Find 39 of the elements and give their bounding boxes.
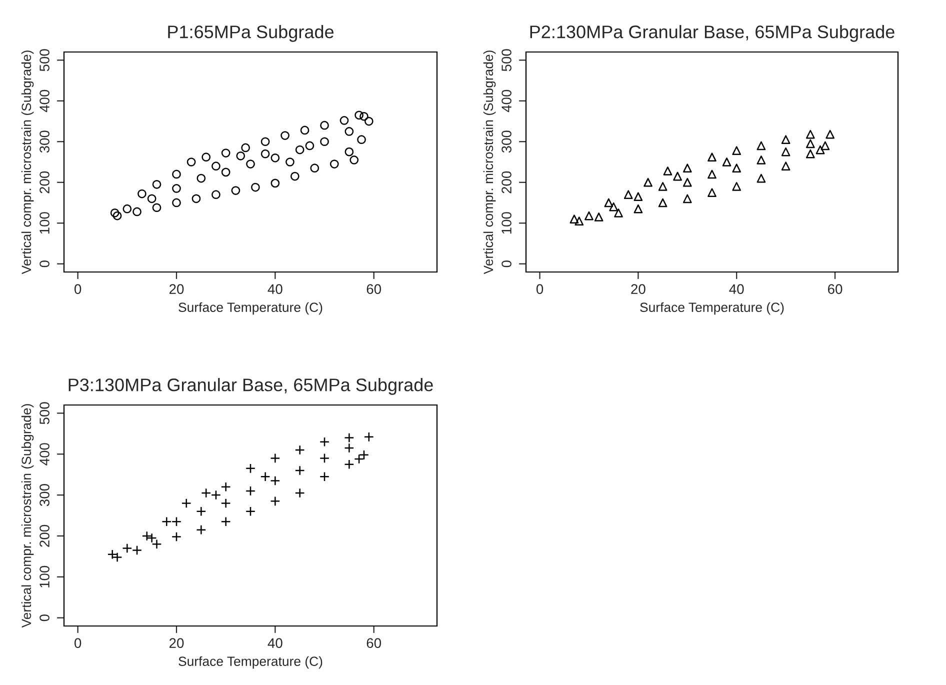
y-tick-label: 300 bbox=[502, 130, 512, 153]
x-tick-label: 60 bbox=[366, 284, 382, 294]
x-tick-label: 40 bbox=[729, 284, 744, 294]
x-tick-label: 60 bbox=[366, 638, 382, 648]
y-tick-label: 0 bbox=[40, 614, 50, 622]
y-axis-title: Vertical compr. microstrain (Subgrade) bbox=[483, 50, 496, 274]
x-tick-label: 20 bbox=[169, 638, 184, 648]
x-tick-label: 0 bbox=[74, 638, 82, 648]
y-tick-label: 400 bbox=[40, 90, 50, 112]
x-axis-title: Surface Temperature (C) bbox=[640, 302, 784, 315]
y-tick-label: 500 bbox=[40, 49, 50, 72]
y-tick-label: 200 bbox=[502, 171, 512, 194]
chart-title: P2:130MPa Granular Base, 65MPa Subgrade bbox=[530, 25, 894, 42]
chart-title: P3:130MPa Granular Base, 65MPa Subgrade bbox=[68, 378, 433, 395]
x-tick-label: 60 bbox=[828, 284, 842, 294]
x-tick-label: 40 bbox=[268, 638, 282, 648]
y-tick-label: 100 bbox=[40, 566, 50, 588]
y-tick-label: 400 bbox=[40, 443, 50, 466]
y-axis-title: Vertical compr. microstrain (Subgrade) bbox=[21, 50, 34, 274]
x-axis-title: Surface Temperature (C) bbox=[178, 302, 322, 315]
y-tick-label: 0 bbox=[40, 260, 50, 268]
y-tick-label: 100 bbox=[502, 212, 512, 234]
y-tick-label: 300 bbox=[40, 484, 50, 506]
x-tick-label: 0 bbox=[74, 284, 82, 294]
y-tick-label: 200 bbox=[40, 171, 50, 194]
y-tick-label: 100 bbox=[40, 212, 50, 234]
x-tick-label: 20 bbox=[631, 284, 646, 294]
y-axis-title: Vertical compr. microstrain (Subgrade) bbox=[21, 404, 34, 628]
x-tick-label: 0 bbox=[536, 284, 544, 294]
y-tick-label: 500 bbox=[502, 49, 512, 72]
x-tick-label: 40 bbox=[268, 284, 282, 294]
y-tick-label: 400 bbox=[502, 90, 512, 112]
x-tick-label: 20 bbox=[169, 284, 184, 294]
chart-title: P1:65MPa Subgrade bbox=[168, 25, 334, 42]
y-tick-label: 300 bbox=[40, 130, 50, 153]
y-tick-label: 200 bbox=[40, 524, 50, 547]
y-tick-label: 500 bbox=[40, 402, 50, 424]
x-axis-title: Surface Temperature (C) bbox=[178, 656, 322, 669]
y-tick-label: 0 bbox=[502, 260, 512, 268]
